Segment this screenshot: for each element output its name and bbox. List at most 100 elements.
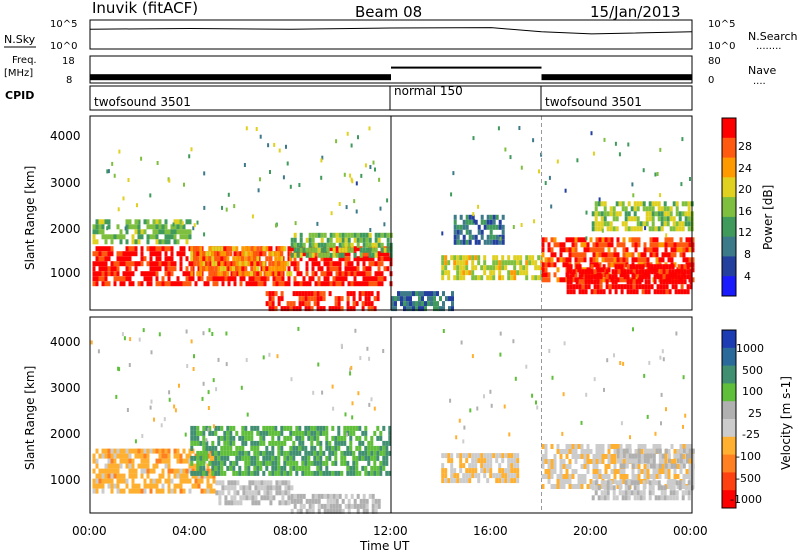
heatmap-cell (603, 201, 607, 207)
heatmap-cell (382, 440, 386, 446)
heatmap-cell (134, 473, 138, 479)
heatmap-cell (256, 455, 260, 461)
heatmap-cell (164, 453, 168, 459)
heatmap-cell (268, 430, 272, 436)
heatmap-cell (380, 251, 384, 257)
heatmap-cell (199, 460, 203, 466)
heatmap-cell (273, 142, 276, 147)
heatmap-cell (347, 256, 351, 262)
heatmap-cell (636, 201, 640, 207)
heatmap-cell (250, 435, 254, 441)
heatmap-cell (125, 239, 129, 245)
heatmap-cell (283, 455, 287, 461)
heatmap-cell (259, 271, 263, 277)
heatmap-cell (338, 493, 342, 499)
heatmap-cell (646, 479, 650, 484)
heatmap-cell (610, 444, 614, 449)
heatmap-cell (317, 276, 321, 282)
heatmap-cell (313, 430, 317, 436)
heatmap-cell (202, 331, 205, 336)
heatmap-cell (578, 289, 582, 295)
heatmap-cell (483, 224, 487, 230)
heatmap-cell (670, 242, 674, 248)
heatmap-cell (510, 468, 514, 474)
heatmap-cell (304, 460, 308, 466)
heatmap-cell (316, 430, 320, 436)
heatmap-cell (317, 261, 321, 267)
heatmap-cell (664, 459, 668, 464)
heatmap-cell (164, 478, 168, 484)
heatmap-cell (208, 430, 212, 436)
heatmap-cell (553, 242, 557, 248)
heatmap-cell (182, 473, 186, 479)
heatmap-cell (449, 398, 452, 403)
heatmap-cell (386, 256, 390, 262)
colorbar-frame (721, 329, 737, 509)
heatmap-cell (182, 234, 186, 240)
heatmap-cell (684, 216, 688, 222)
heatmap-cell (663, 216, 667, 222)
heatmap-cell (275, 246, 279, 252)
heatmap-cell (319, 455, 323, 461)
heatmap-cell (568, 474, 572, 479)
heatmap-cell (374, 232, 378, 238)
heatmap-cell (179, 229, 183, 235)
heatmap-cell (142, 328, 145, 333)
heatmap-cell (382, 425, 386, 431)
heatmap-cell (577, 474, 581, 479)
heatmap-cell (544, 237, 548, 243)
heatmap-cell (292, 301, 296, 307)
heatmap-cell (205, 470, 209, 476)
heatmap-cell (572, 284, 576, 290)
heatmap-cell (332, 261, 336, 267)
heatmap-cell (673, 262, 677, 268)
heatmap-cell (421, 306, 424, 312)
colorbar-segment (722, 197, 736, 218)
heatmap-cell (574, 237, 578, 243)
heatmap-cell (584, 284, 588, 290)
x-axis-title: Time UT (359, 539, 410, 553)
heatmap-cell (223, 271, 227, 277)
heatmap-cell (209, 453, 213, 459)
heatmap-cell (277, 440, 281, 446)
heatmap-cell (241, 470, 245, 476)
heatmap-cell (462, 473, 466, 479)
xtick-1200: 12:00 (373, 524, 408, 538)
heatmap-cell (304, 450, 308, 456)
heatmap-cell (591, 485, 595, 491)
heatmap-cell (298, 435, 302, 441)
heatmap-cell (462, 270, 466, 276)
heatmap-cell (635, 284, 639, 290)
heatmap-cell (247, 246, 251, 252)
heatmap-cell (643, 373, 646, 378)
heatmap-cell (95, 271, 99, 277)
heatmap-cell (562, 247, 566, 253)
heatmap-cell (581, 289, 585, 295)
heatmap-cell (361, 440, 365, 446)
velocity-ylabel: Slant Range [km] (23, 366, 37, 470)
heatmap-cell (514, 376, 517, 381)
heatmap-cell (550, 262, 554, 268)
heatmap-cell (655, 474, 659, 479)
heatmap-cell (203, 488, 207, 494)
heatmap-cell (359, 356, 362, 360)
heatmap-cell (504, 473, 508, 479)
heatmap-cell (670, 247, 674, 253)
heatmap-cell (134, 239, 138, 245)
heatmap-cell (532, 138, 535, 143)
heatmap-cell (468, 468, 472, 474)
heatmap-cell (337, 437, 340, 442)
heatmap-cell (277, 246, 281, 252)
heatmap-cell (468, 229, 472, 235)
heatmap-cell (553, 262, 557, 268)
heatmap-cell (352, 296, 356, 302)
heatmap-cell (591, 211, 595, 217)
heatmap-cell (667, 449, 671, 454)
heatmap-cell (601, 252, 605, 258)
heatmap-cell (604, 469, 608, 474)
heatmap-cell (167, 266, 171, 272)
heatmap-cell (164, 448, 168, 454)
heatmap-cell (254, 495, 258, 501)
heatmap-cell (661, 349, 664, 354)
heatmap-cell (456, 260, 460, 266)
